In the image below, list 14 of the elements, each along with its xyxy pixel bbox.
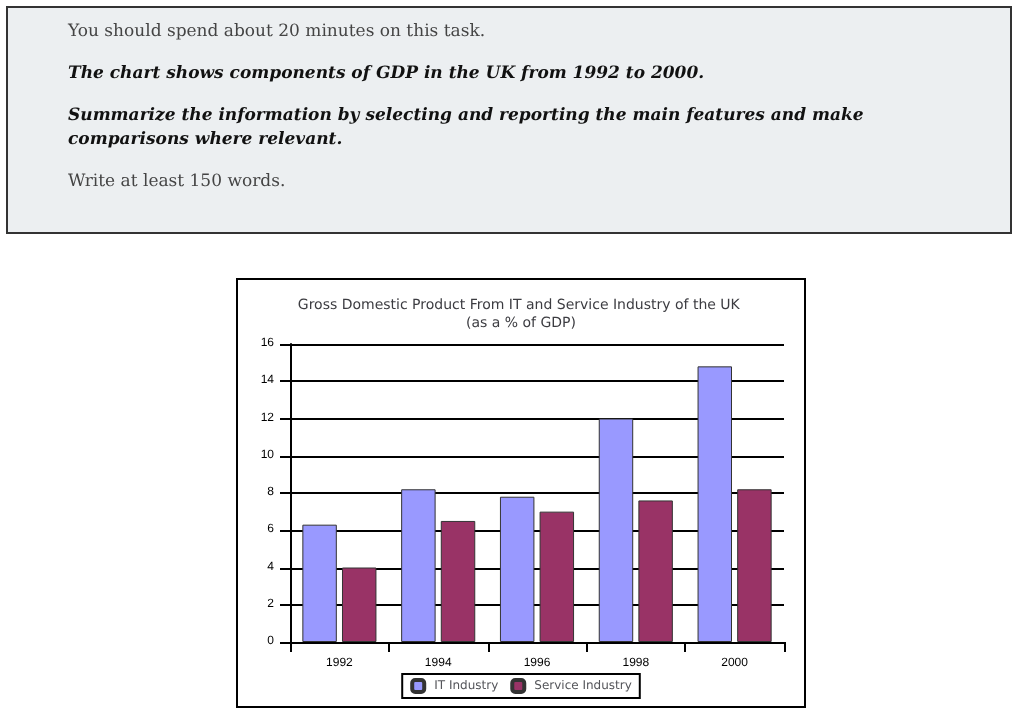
bar — [638, 500, 673, 642]
bar — [598, 418, 634, 642]
bar — [539, 511, 575, 642]
bar — [401, 489, 436, 642]
bar — [737, 489, 772, 642]
bar — [302, 524, 337, 642]
text: You should spend about 20 minutes on this task. — [68, 20, 488, 44]
text: The chart shows components of GDP in the UK from 1992 to 2000. — [68, 62, 707, 86]
text: Summarize the information by selecting and reporting the main features and make comparisons where relevant. — [68, 104, 866, 152]
bar — [341, 567, 377, 642]
bar — [499, 496, 535, 642]
bar — [697, 366, 733, 642]
text: Write at least 150 words. — [68, 170, 288, 194]
bar — [440, 520, 476, 642]
